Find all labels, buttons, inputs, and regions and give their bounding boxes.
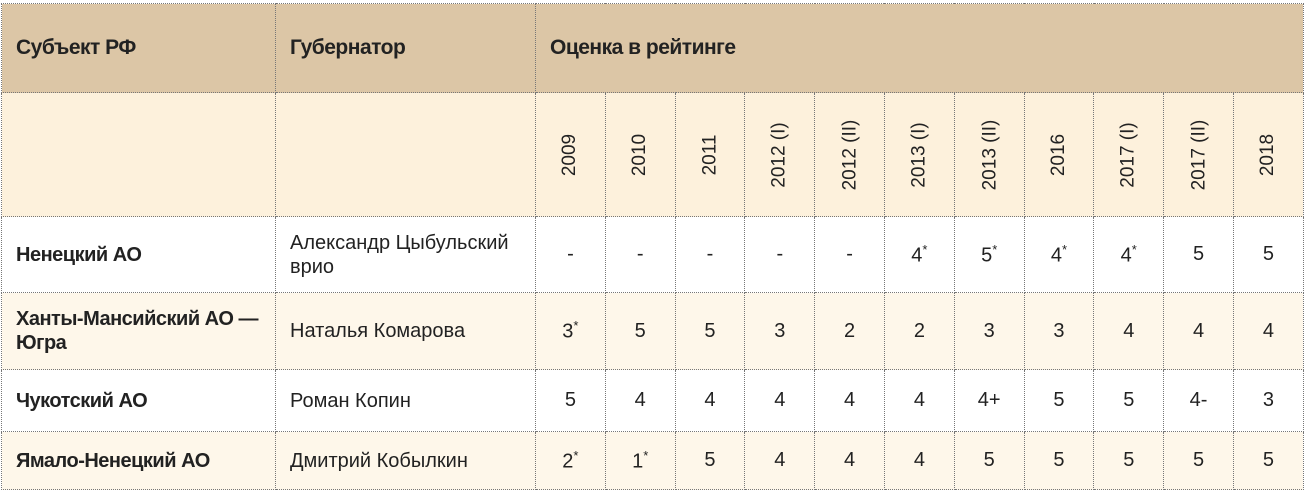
year-header: 2010 (604, 92, 676, 217)
rating-cell: 3* (535, 292, 606, 370)
header-rating: Оценка в рейтинге (535, 3, 1304, 93)
year-label: 2012 (I) (768, 121, 790, 188)
rating-cell: 5 (953, 431, 1025, 490)
rating-cell: 4 (883, 431, 955, 490)
rating-cell: 2* (535, 431, 606, 490)
year-header: 2013 (I) (883, 92, 955, 217)
rating-cell: 5 (674, 292, 746, 370)
year-row: 2009 2010 2011 2012 (I) 2012 (II) 2013 (I) 201… (1, 92, 1304, 217)
rating-cell: 4 (1093, 292, 1165, 370)
rating-cell: 5 (604, 292, 676, 370)
rating-cell: 2 (814, 292, 885, 370)
governor-cell: Александр Цыбульский врио (275, 216, 536, 293)
rating-cell: 4 (744, 369, 816, 432)
rating-cell: 5 (1163, 431, 1234, 490)
year-header: 2018 (1232, 92, 1304, 217)
year-header: 2009 (535, 92, 606, 217)
governor-cell: Наталья Комарова (275, 292, 536, 370)
year-label: 2013 (I) (908, 121, 930, 188)
year-header: 2012 (II) (814, 92, 885, 217)
rating-cell: - (744, 216, 816, 293)
header-subject: Субъект РФ (1, 3, 276, 93)
rating-cell: 4 (604, 369, 676, 432)
rating-cell: 4* (883, 216, 955, 293)
rating-cell: 1* (604, 431, 676, 490)
rating-cell: 4* (1093, 216, 1165, 293)
governor-cell: Роман Копин (275, 369, 536, 432)
rating-cell: 4 (674, 369, 746, 432)
rating-cell: 3 (744, 292, 816, 370)
year-label: 2012 (II) (839, 119, 861, 190)
rating-cell: - (814, 216, 885, 293)
rating-cell: 5 (674, 431, 746, 490)
rating-cell: 5 (1093, 431, 1165, 490)
year-label: 2017 (II) (1188, 119, 1210, 190)
rating-cell: - (604, 216, 676, 293)
rating-cell: - (674, 216, 746, 293)
year-label: 2018 (1257, 133, 1279, 176)
year-header: 2012 (I) (744, 92, 816, 217)
header-row: Субъект РФ Губернатор Оценка в рейтинге (1, 3, 1304, 93)
rating-cell: 3 (953, 292, 1025, 370)
rating-cell: 5 (1023, 431, 1095, 490)
year-label: 2016 (1047, 133, 1069, 176)
rating-cell: 4 (814, 431, 885, 490)
rating-cell: 5* (953, 216, 1025, 293)
table-row: Ханты-Мансийский АО — Югра Наталья Комаро… (1, 292, 1304, 370)
subject-cell: Ханты-Мансийский АО — Югра (1, 292, 276, 370)
rating-cell: 2 (883, 292, 955, 370)
year-header: 2011 (674, 92, 746, 217)
rating-cell: - (535, 216, 606, 293)
year-label: 2011 (698, 134, 720, 175)
rating-cell: 4 (1163, 292, 1234, 370)
subject-cell: Ямало-Ненецкий АО (1, 431, 276, 490)
header-governor: Губернатор (275, 3, 536, 93)
rating-cell: 3 (1232, 369, 1304, 432)
year-label: 2013 (II) (979, 119, 1001, 190)
year-header: 2013 (II) (953, 92, 1025, 217)
year-header: 2017 (I) (1093, 92, 1165, 217)
table-row: Чукотский АО Роман Копин 5 4 4 4 4 4 4+ 5 5 4- 3 (1, 369, 1304, 432)
table-row: Ненецкий АО Александр Цыбульский врио - - - -… (1, 216, 1304, 293)
year-label: 2017 (I) (1117, 121, 1139, 188)
rating-cell: 4 (814, 369, 885, 432)
rating-cell: 4* (1023, 216, 1095, 293)
governor-cell: Дмитрий Кобылкин (275, 431, 536, 490)
year-label: 2009 (559, 133, 581, 176)
rating-cell: 4+ (953, 369, 1025, 432)
rating-cell: 3 (1023, 292, 1095, 370)
year-header: 2017 (II) (1163, 92, 1234, 217)
year-header: 2016 (1023, 92, 1095, 217)
rating-cell: 5 (535, 369, 606, 432)
rating-table: Субъект РФ Губернатор Оценка в рейтинге … (1, 3, 1304, 490)
rating-cell: 5 (1232, 431, 1304, 490)
rating-cell: 5 (1163, 216, 1234, 293)
table-row: Ямало-Ненецкий АО Дмитрий Кобылкин 2* 1* 5 4 4… (1, 431, 1304, 490)
rating-cell: 4- (1163, 369, 1234, 432)
rating-cell: 4 (744, 431, 816, 490)
rating-cell: 4 (883, 369, 955, 432)
year-label: 2010 (629, 133, 651, 176)
subject-cell: Чукотский АО (1, 369, 276, 432)
rating-cell: 5 (1093, 369, 1165, 432)
rating-cell: 4 (1232, 292, 1304, 370)
rating-cell: 5 (1232, 216, 1304, 293)
rating-cell: 5 (1023, 369, 1095, 432)
subject-cell: Ненецкий АО (1, 216, 276, 293)
